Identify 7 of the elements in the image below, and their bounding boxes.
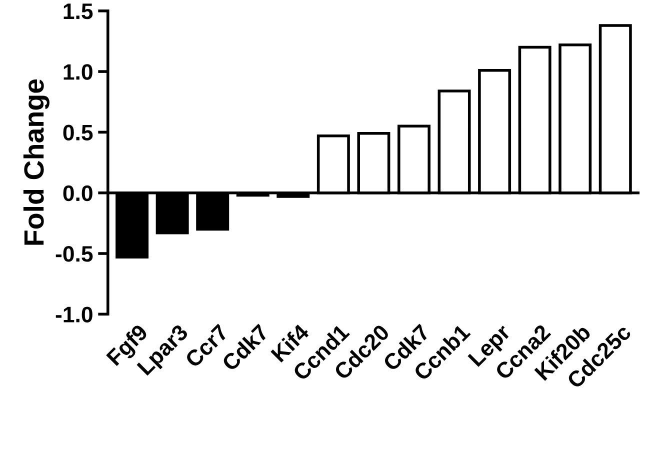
y-axis-title: Fold Change: [23, 79, 50, 245]
y-tick-label: 1.0: [64, 64, 92, 80]
y-tick-label: -0.5: [56, 246, 93, 262]
y-tick-label: 0.0: [63, 185, 92, 202]
y-tick-label: -1.0: [56, 306, 92, 322]
y-tick-label: 0.5: [63, 124, 93, 140]
y-tick-label: 1.5: [64, 4, 93, 20]
